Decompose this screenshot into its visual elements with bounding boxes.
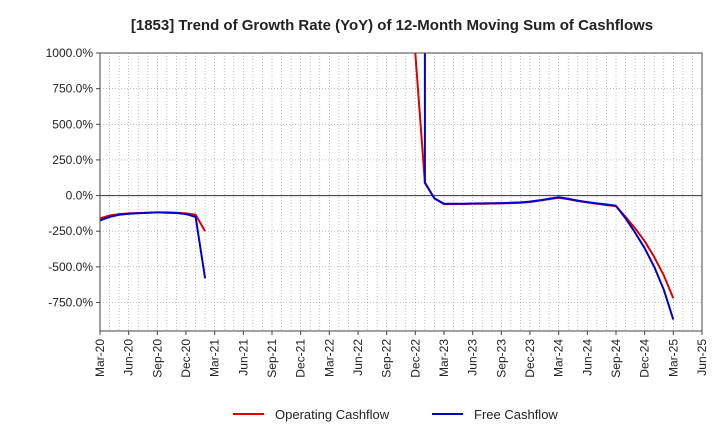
chart-title: [1853] Trend of Growth Rate (YoY) of 12-… bbox=[131, 17, 653, 34]
x-tick-label: Mar-22 bbox=[322, 339, 336, 377]
x-tick-label: Mar-21 bbox=[208, 339, 222, 377]
y-tick-label: 500.0% bbox=[52, 117, 93, 131]
series-layer bbox=[100, 53, 675, 320]
x-tick-label: Mar-23 bbox=[437, 339, 451, 377]
x-tick-label: Dec-24 bbox=[638, 339, 652, 378]
x-tick-label: Jun-23 bbox=[466, 339, 480, 376]
series-line-free-cashflow bbox=[423, 53, 675, 320]
x-tick-label: Dec-23 bbox=[523, 339, 537, 378]
legend-label: Free Cashflow bbox=[474, 407, 558, 422]
x-tick-label: Jun-24 bbox=[580, 339, 594, 376]
x-tick-label: Mar-24 bbox=[552, 339, 566, 377]
x-tick-label: Jun-25 bbox=[695, 339, 709, 376]
x-tick-label: Sep-20 bbox=[150, 339, 164, 378]
y-tick-label: 250.0% bbox=[52, 153, 93, 167]
series-line-free-cashflow bbox=[100, 211, 207, 279]
grid bbox=[100, 52, 702, 331]
x-tick-label: Sep-21 bbox=[265, 339, 279, 378]
x-tick-label: Dec-20 bbox=[179, 339, 193, 378]
y-tick-label: -750.0% bbox=[48, 295, 93, 309]
x-tick-label: Dec-21 bbox=[294, 339, 308, 378]
x-tick-label: Jun-20 bbox=[122, 339, 136, 376]
y-tick-label: 750.0% bbox=[52, 82, 93, 96]
x-tick-label: Sep-22 bbox=[380, 339, 394, 378]
x-tick-label: Sep-24 bbox=[609, 339, 623, 378]
y-tick-label: -500.0% bbox=[48, 260, 93, 274]
y-tick-label: 1000.0% bbox=[46, 46, 94, 60]
x-tick-label: Dec-22 bbox=[408, 339, 422, 378]
y-tick-label: 0.0% bbox=[66, 189, 94, 203]
series-line-operating-cashflow bbox=[414, 53, 675, 299]
x-tick-label: Sep-23 bbox=[494, 339, 508, 378]
x-axis-ticks: Mar-20 Jun-20 Sep-20 Dec-20 Mar-21 Jun-21 Sep-… bbox=[93, 331, 709, 378]
x-tick-label: Mar-20 bbox=[93, 339, 107, 377]
y-tick-label: -250.0% bbox=[48, 224, 93, 238]
x-tick-label: Jun-21 bbox=[236, 339, 250, 376]
plot-frame bbox=[99, 52, 703, 332]
legend: Operating Cashflow Free Cashflow bbox=[233, 407, 558, 422]
x-tick-label: Mar-25 bbox=[666, 339, 680, 377]
x-tick-label: Jun-22 bbox=[351, 339, 365, 376]
legend-label: Operating Cashflow bbox=[275, 407, 390, 422]
y-axis-ticks: 1000.0% 750.0% 500.0% 250.0% 0.0% -250.0% -500… bbox=[46, 46, 100, 309]
